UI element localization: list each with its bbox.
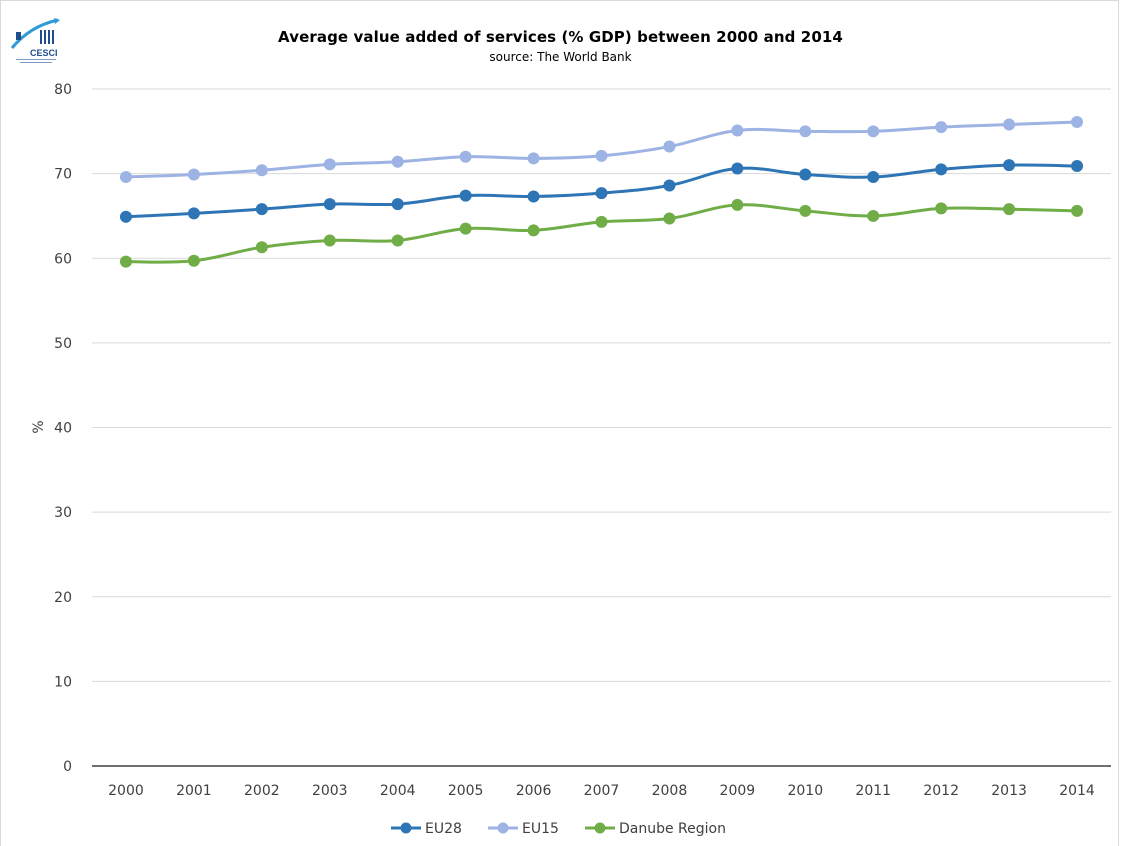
data-point-eu28 xyxy=(323,198,336,211)
data-point-eu28 xyxy=(459,189,472,202)
data-point-danube-region xyxy=(255,241,268,254)
data-point-danube-region xyxy=(187,254,200,267)
x-tick-label: 2004 xyxy=(380,783,416,799)
cesci-logo: CESCI xyxy=(10,18,62,64)
x-tick-label: 2006 xyxy=(516,783,552,799)
data-point-danube-region xyxy=(323,234,336,247)
data-point-danube-region xyxy=(391,234,404,247)
data-point-eu15 xyxy=(1003,118,1016,131)
data-point-danube-region xyxy=(663,212,676,225)
svg-text:CESCI: CESCI xyxy=(30,48,58,58)
data-point-danube-region xyxy=(527,224,540,237)
data-point-eu28 xyxy=(663,179,676,192)
x-tick-label: 2009 xyxy=(720,783,756,799)
data-point-eu15 xyxy=(663,140,676,153)
data-point-danube-region xyxy=(935,202,948,215)
data-point-eu15 xyxy=(1071,116,1084,129)
data-point-eu28 xyxy=(527,190,540,203)
data-point-danube-region xyxy=(1003,203,1016,216)
y-tick-label: 0 xyxy=(63,759,72,775)
data-point-eu28 xyxy=(1071,160,1084,173)
legend-label-danube-region: Danube Region xyxy=(619,821,726,837)
data-point-eu15 xyxy=(459,150,472,163)
x-tick-label: 2001 xyxy=(176,783,212,799)
data-point-eu15 xyxy=(867,125,880,138)
data-point-eu28 xyxy=(731,162,744,175)
data-point-eu28 xyxy=(1003,159,1016,172)
y-tick-label: 20 xyxy=(54,590,72,606)
x-tick-label: 2003 xyxy=(312,783,348,799)
legend-box xyxy=(372,812,764,846)
y-axis-label: % xyxy=(31,420,47,433)
data-point-danube-region xyxy=(867,209,880,222)
data-point-danube-region xyxy=(1071,204,1084,217)
y-tick-label: 30 xyxy=(54,505,72,521)
series-line-danube-region xyxy=(125,203,1078,264)
x-tick-label: 2002 xyxy=(244,783,280,799)
data-point-eu15 xyxy=(595,149,608,162)
data-point-danube-region xyxy=(459,222,472,235)
x-tick-label: 2000 xyxy=(108,783,144,799)
data-point-eu15 xyxy=(323,158,336,171)
data-point-eu15 xyxy=(935,121,948,134)
data-point-eu15 xyxy=(119,171,132,184)
legend-marker-eu15 xyxy=(497,822,509,834)
y-tick-label: 50 xyxy=(54,336,72,352)
x-tick-label: 2011 xyxy=(855,783,891,799)
data-point-eu28 xyxy=(391,198,404,211)
chart-title: Average value added of services (% GDP) … xyxy=(278,28,843,46)
y-tick-label: 60 xyxy=(54,251,72,267)
data-point-danube-region xyxy=(595,215,608,228)
x-tick-label: 2008 xyxy=(652,783,688,799)
data-point-danube-region xyxy=(731,198,744,211)
data-point-eu15 xyxy=(799,125,812,138)
chart-subtitle: source: The World Bank xyxy=(489,50,632,64)
legend-label-eu15: EU15 xyxy=(522,821,559,837)
y-tick-label: 70 xyxy=(54,167,72,183)
legend-marker-danube-region xyxy=(594,822,606,834)
data-point-eu15 xyxy=(255,164,268,177)
data-point-eu15 xyxy=(527,152,540,165)
legend-marker-eu28 xyxy=(400,822,412,834)
data-point-eu28 xyxy=(867,171,880,184)
y-tick-label: 40 xyxy=(54,421,72,437)
data-point-eu28 xyxy=(187,207,200,220)
data-point-danube-region xyxy=(799,204,812,217)
data-point-eu28 xyxy=(119,210,132,223)
data-point-eu28 xyxy=(255,203,268,216)
cesci-logo-icon: CESCI xyxy=(10,18,60,63)
x-tick-label: 2014 xyxy=(1059,783,1095,799)
data-point-eu28 xyxy=(595,187,608,200)
y-tick-label: 10 xyxy=(54,674,72,690)
y-tick-label: 80 xyxy=(54,82,72,98)
data-point-eu15 xyxy=(731,124,744,137)
x-tick-label: 2012 xyxy=(923,783,959,799)
x-tick-label: 2013 xyxy=(991,783,1027,799)
data-point-eu15 xyxy=(391,155,404,168)
data-point-eu28 xyxy=(799,168,812,181)
x-tick-label: 2005 xyxy=(448,783,484,799)
data-point-danube-region xyxy=(119,255,132,268)
x-tick-label: 2007 xyxy=(584,783,620,799)
legend-label-eu28: EU28 xyxy=(425,821,462,837)
x-tick-label: 2010 xyxy=(787,783,823,799)
data-point-eu28 xyxy=(935,163,948,176)
data-point-eu15 xyxy=(187,168,200,181)
